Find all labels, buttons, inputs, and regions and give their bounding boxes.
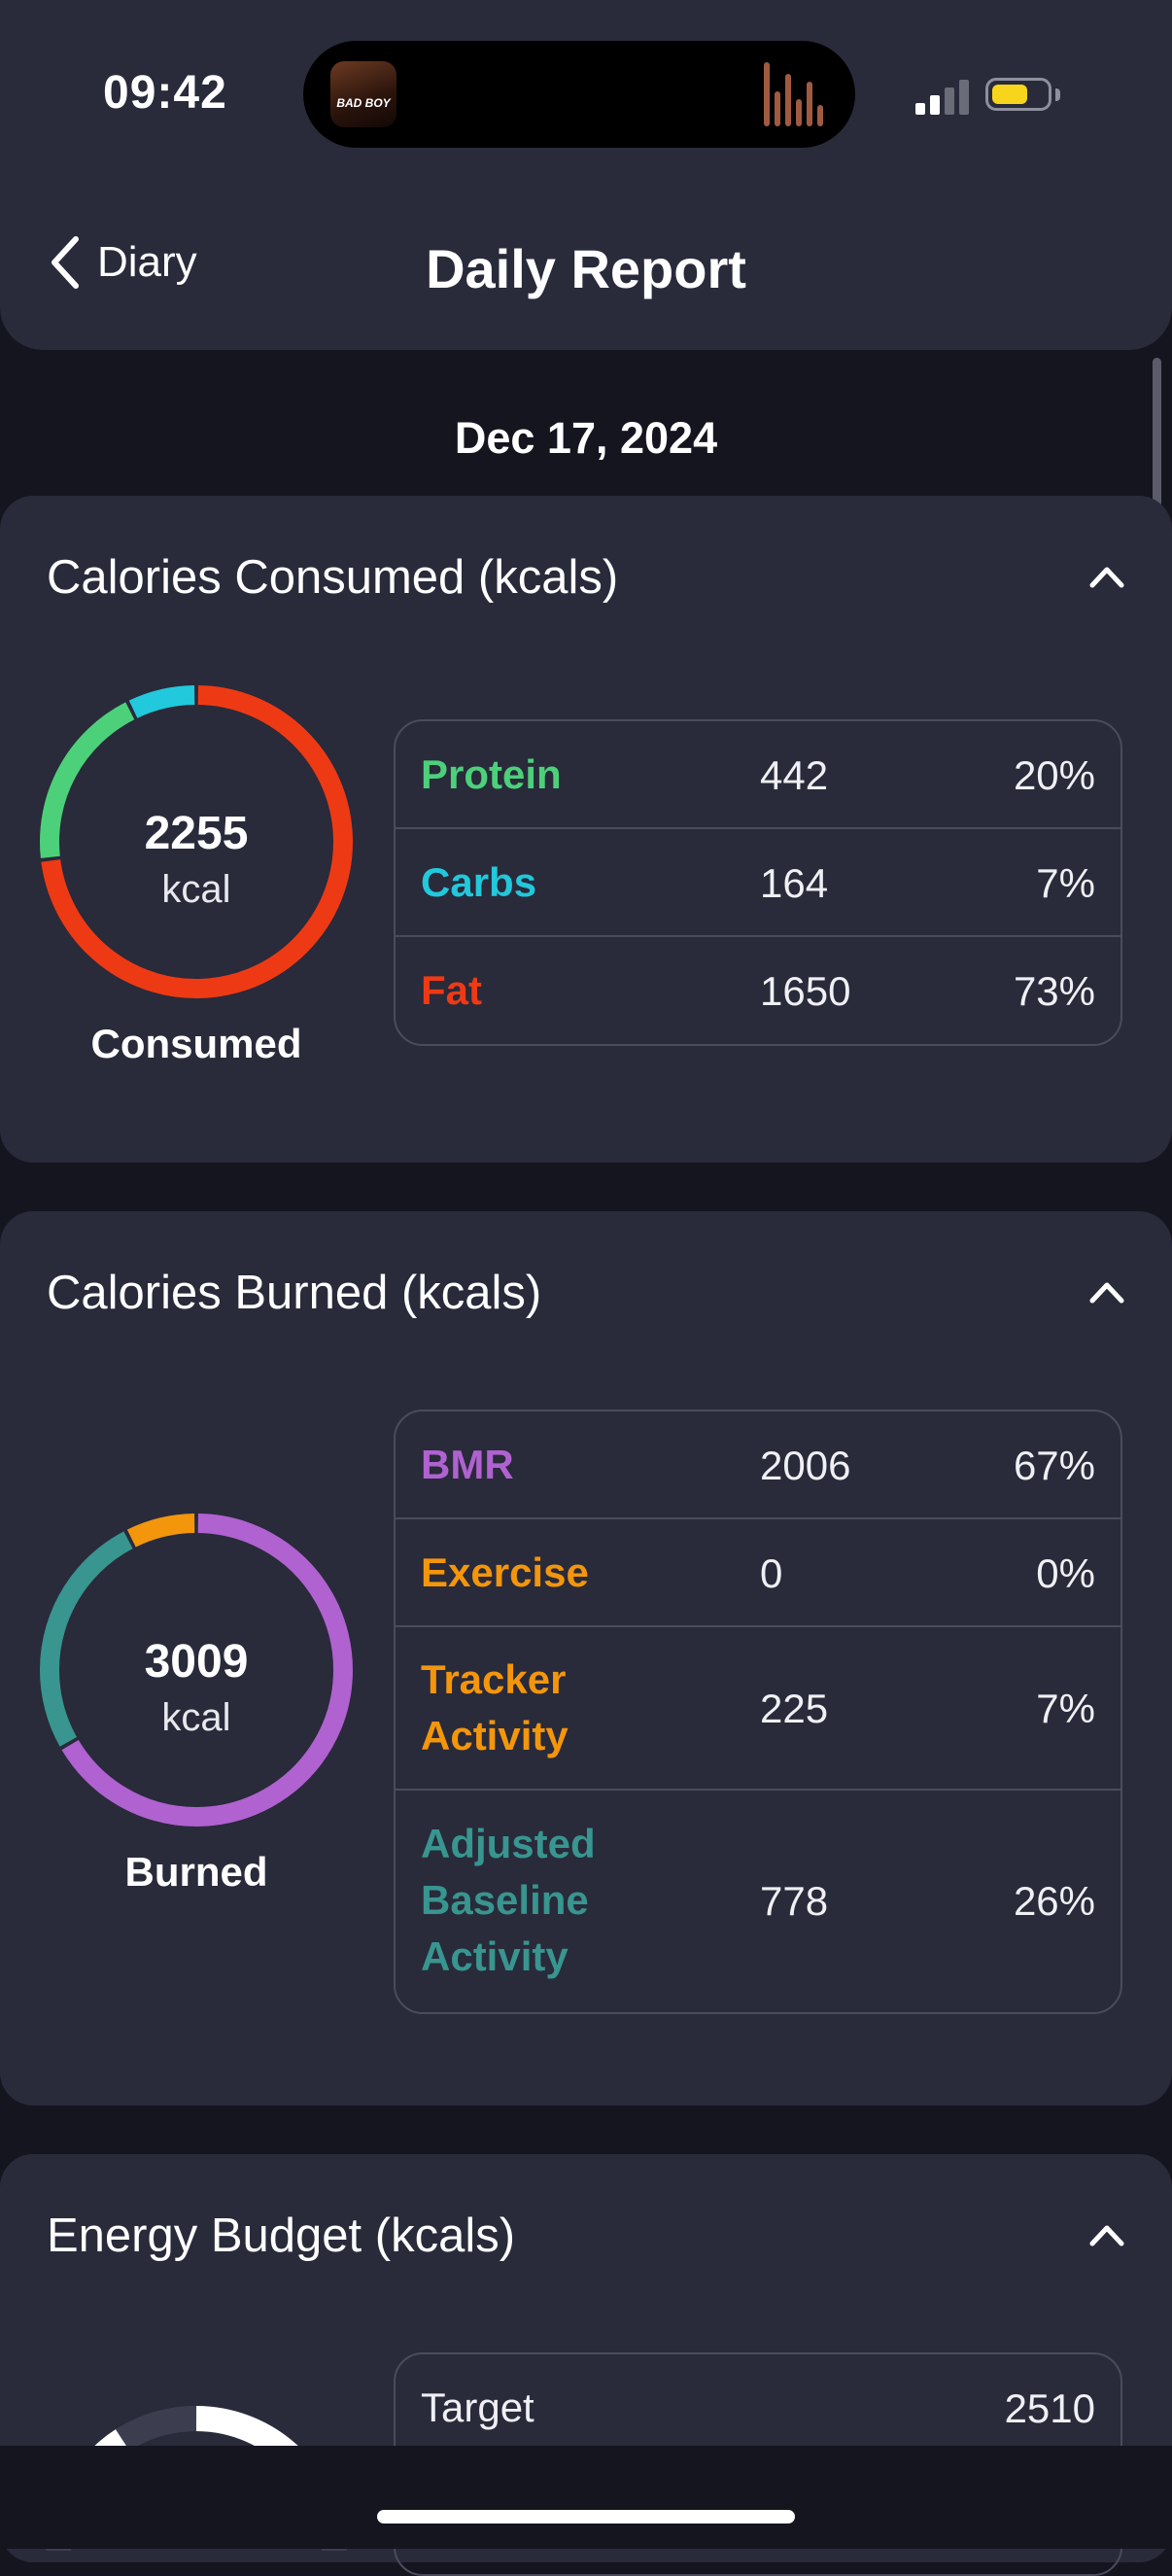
home-bar-area xyxy=(0,2446,1172,2549)
table-row: Adjusted Baseline Activity 778 26% xyxy=(396,1791,1120,2012)
burn-label: BMR xyxy=(421,1442,514,1487)
bmr-segment xyxy=(61,1514,353,1827)
chevron-up-icon[interactable] xyxy=(1088,1279,1125,1305)
tracker-activity-segment xyxy=(126,1514,195,1548)
dynamic-island[interactable]: BAD BOY xyxy=(303,41,855,148)
back-label: Diary xyxy=(97,238,197,286)
burn-label: Tracker Activity xyxy=(421,1656,569,1758)
table-row: Tracker Activity 225 7% xyxy=(396,1627,1120,1791)
page-title: Daily Report xyxy=(426,238,746,299)
card-title: Calories Consumed (kcals) xyxy=(47,551,619,604)
chevron-up-icon[interactable] xyxy=(1088,564,1125,589)
burn-table: BMR 2006 67% Exercise 0 0% Tracker Activ… xyxy=(394,1410,1122,2014)
macro-percent: 20% xyxy=(1013,752,1095,798)
report-date: Dec 17, 2024 xyxy=(454,413,718,463)
macro-label: Protein xyxy=(421,751,562,797)
burned-donut-chart: 3009 kcal xyxy=(35,1509,358,1831)
burn-label: Adjusted Baseline Activity xyxy=(421,1821,596,1979)
card-title: Energy Budget (kcals) xyxy=(47,2210,516,2262)
macro-value: 1650 xyxy=(760,968,851,1014)
burn-percent: 67% xyxy=(1013,1443,1095,1488)
consumed-unit: kcal xyxy=(161,868,231,911)
album-title: BAD BOY xyxy=(336,96,391,110)
burn-percent: 0% xyxy=(1036,1550,1095,1596)
now-playing-artwork: BAD BOY xyxy=(330,61,396,127)
macro-value: 164 xyxy=(760,860,829,906)
fat-segment xyxy=(41,685,353,998)
macro-table: Protein 442 20% Carbs 164 7% Fat 1650 73… xyxy=(394,719,1122,1046)
audio-waveform-icon xyxy=(764,62,826,126)
home-indicator[interactable] xyxy=(377,2510,795,2524)
calories-burned-card: Calories Burned (kcals) 3009 kcal Burned… xyxy=(0,1211,1172,2106)
calories-consumed-card: Calories Consumed (kcals) 2255 kcal Cons… xyxy=(0,496,1172,1163)
burn-value: 2006 xyxy=(760,1443,851,1488)
burn-percent: 7% xyxy=(1036,1686,1095,1731)
burn-value: 778 xyxy=(760,1878,829,1924)
macro-label: Fat xyxy=(421,967,482,1013)
macro-label: Carbs xyxy=(421,859,537,905)
card-title: Calories Burned (kcals) xyxy=(47,1267,542,1319)
table-row: Exercise 0 0% xyxy=(396,1519,1120,1627)
chevron-up-icon[interactable] xyxy=(1088,2222,1125,2247)
burn-label: Exercise xyxy=(421,1549,589,1595)
burn-value: 0 xyxy=(760,1550,783,1596)
consumed-caption: Consumed xyxy=(90,1021,302,1066)
cellular-signal-icon xyxy=(915,76,970,115)
battery-icon xyxy=(985,78,1060,111)
table-row: Carbs 164 7% xyxy=(396,829,1120,937)
table-row: Fat 1650 73% xyxy=(396,937,1120,1044)
macro-value: 442 xyxy=(760,752,829,798)
table-row: BMR 2006 67% xyxy=(396,1411,1120,1519)
burned-unit: kcal xyxy=(161,1696,231,1739)
chevron-left-icon xyxy=(52,236,79,289)
macro-percent: 7% xyxy=(1036,860,1095,906)
burn-value: 225 xyxy=(760,1686,829,1731)
navigation-bar: Diary Daily Report xyxy=(0,185,1172,350)
burned-caption: Burned xyxy=(124,1849,268,1895)
protein-segment xyxy=(40,702,135,858)
burn-percent: 26% xyxy=(1013,1878,1095,1924)
consumed-total: 2255 xyxy=(144,808,249,859)
budget-label: Target xyxy=(421,2385,534,2430)
status-time: 09:42 xyxy=(103,67,227,119)
macro-percent: 73% xyxy=(1013,968,1095,1014)
carbs-segment xyxy=(128,685,195,718)
table-row: Target 2510 xyxy=(396,2354,1120,2462)
back-button[interactable]: Diary xyxy=(49,233,197,292)
consumed-donut-chart: 2255 kcal xyxy=(35,680,358,1003)
table-row: Protein 442 20% xyxy=(396,721,1120,829)
status-bar: 09:42 BAD BOY xyxy=(0,0,1172,185)
budget-value: 2510 xyxy=(1004,2385,1095,2431)
adjusted-baseline-segment xyxy=(40,1531,133,1747)
burned-total: 3009 xyxy=(144,1636,249,1688)
